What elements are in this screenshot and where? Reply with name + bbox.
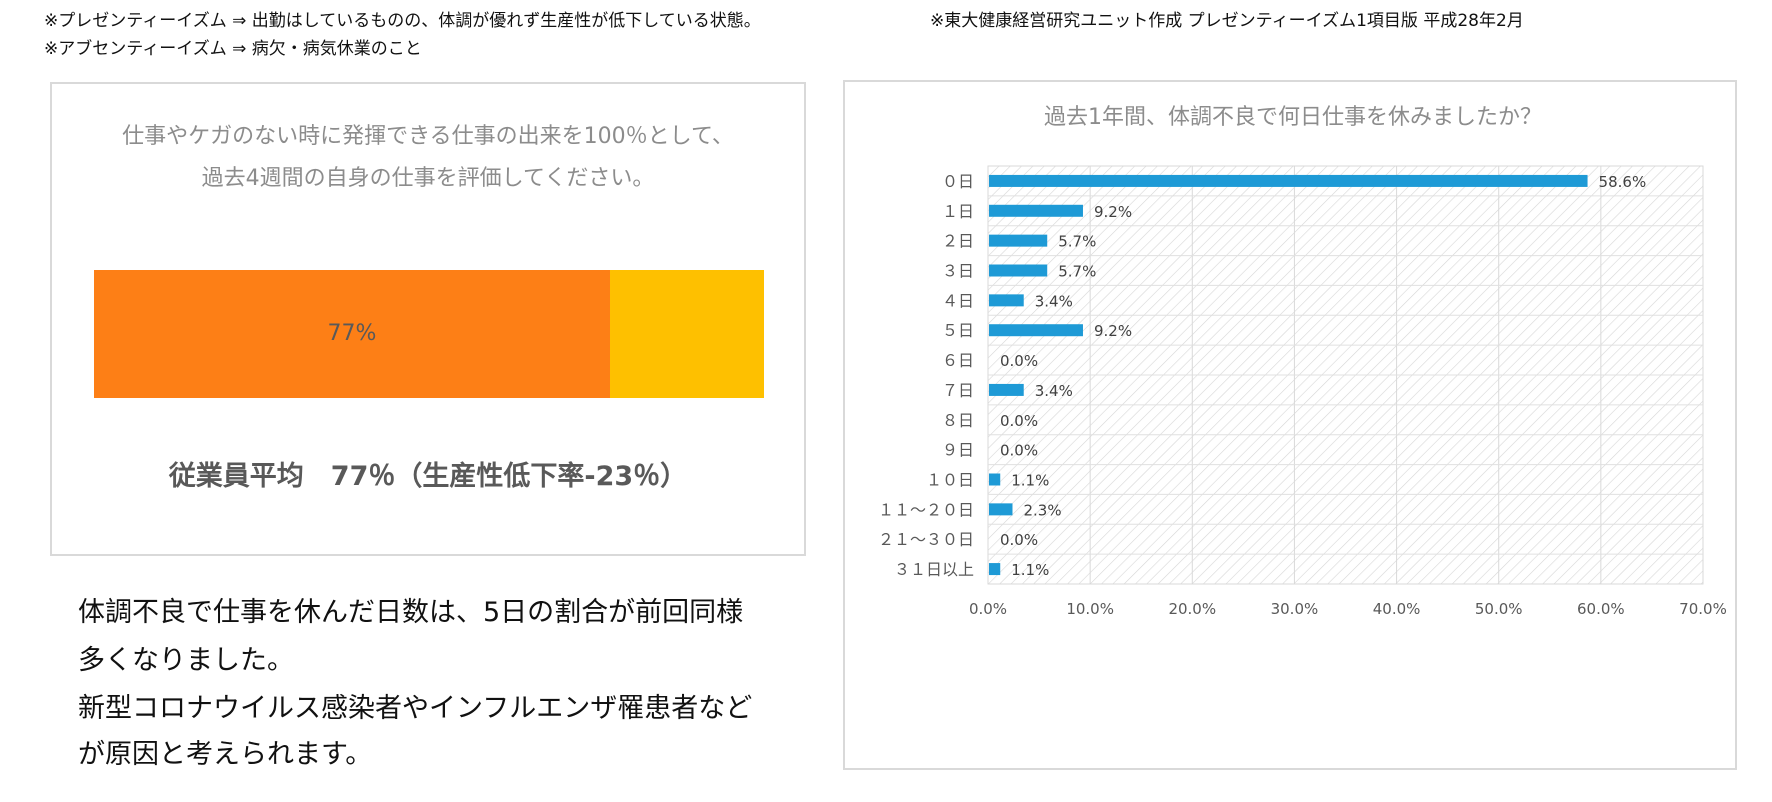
productivity-stacked-bar: 77% bbox=[94, 270, 764, 398]
bar-segment-actual bbox=[94, 270, 610, 398]
absence-days-panel: 過去1年間、体調不良で何日仕事を休みましたか？ ０日 １日 ２日 ３日 ４日 ５日 ６日 ７日… bbox=[843, 80, 1737, 770]
bar bbox=[989, 264, 1048, 277]
y-tick-label: ２日 bbox=[942, 232, 974, 251]
x-tick-label: 70.0% bbox=[1679, 600, 1727, 618]
y-tick-label: ５日 bbox=[942, 321, 974, 340]
data-label: 3.4% bbox=[1035, 292, 1073, 310]
y-tick-label: ７日 bbox=[942, 381, 974, 400]
absence-days-chart: 過去1年間、体調不良で何日仕事を休みましたか？ ０日 １日 ２日 ３日 ４日 ５日 ６日 ７日… bbox=[878, 105, 1727, 618]
x-tick-label: 60.0% bbox=[1577, 600, 1625, 618]
data-label: 0.0% bbox=[1000, 352, 1038, 370]
bar bbox=[989, 383, 1024, 396]
y-tick-label: ６日 bbox=[942, 351, 974, 370]
source-note: ※東大健康経営研究ユニット作成 プレゼンティーイズム1項目版 平成28年2月 bbox=[930, 11, 1524, 31]
y-tick-label: ２１～３０日 bbox=[878, 530, 974, 549]
x-tick-label: 10.0% bbox=[1066, 600, 1114, 618]
bar-segment-loss bbox=[609, 270, 764, 398]
x-tick-label: 50.0% bbox=[1475, 600, 1523, 618]
data-label: 1.1% bbox=[1011, 561, 1049, 579]
data-label: 0.0% bbox=[1000, 531, 1038, 549]
productivity-panel: 仕事やケガのない時に発揮できる仕事の出来を100％として、 過去4週間の自身の仕… bbox=[50, 82, 806, 556]
chart-title: 過去1年間、体調不良で何日仕事を休みましたか？ bbox=[1044, 105, 1542, 130]
question-line-1: 仕事やケガのない時に発揮できる仕事の出来を100％として、 bbox=[122, 124, 734, 149]
y-tick-label: ９日 bbox=[942, 441, 974, 460]
data-label: 1.1% bbox=[1011, 472, 1049, 490]
bar bbox=[989, 503, 1013, 516]
data-label: 0.0% bbox=[1000, 442, 1038, 460]
absenteeism-note: ※アブセンティーイズム ⇒ 病欠・病気休業のこと bbox=[44, 39, 422, 59]
y-tick-label: ０日 bbox=[942, 172, 974, 191]
x-tick-label: 0.0% bbox=[969, 600, 1007, 618]
bar bbox=[989, 473, 1001, 486]
data-label: 2.3% bbox=[1023, 501, 1061, 519]
bar bbox=[989, 324, 1083, 337]
x-tick-label: 40.0% bbox=[1373, 600, 1421, 618]
bar-value-label: 77% bbox=[327, 321, 377, 346]
data-label: 58.6% bbox=[1599, 173, 1647, 191]
bar bbox=[989, 204, 1083, 217]
employee-average-text: 従業員平均 77％（生産性低下率-23％） bbox=[168, 461, 688, 492]
y-tick-label: １１～２０日 bbox=[878, 500, 974, 519]
y-tick-label: １０日 bbox=[926, 471, 974, 490]
bar bbox=[989, 294, 1024, 307]
comment-line-4: が原因と考えられます。 bbox=[78, 739, 373, 770]
data-label: 3.4% bbox=[1035, 382, 1073, 400]
data-label: 5.7% bbox=[1058, 233, 1096, 251]
data-label: 9.2% bbox=[1094, 322, 1132, 340]
y-tick-label: ３１日以上 bbox=[894, 560, 974, 579]
y-tick-label: ８日 bbox=[942, 411, 974, 430]
bar bbox=[989, 563, 1001, 576]
data-label: 9.2% bbox=[1094, 203, 1132, 221]
x-tick-label: 20.0% bbox=[1168, 600, 1216, 618]
x-tick-label: 30.0% bbox=[1271, 600, 1319, 618]
data-label: 0.0% bbox=[1000, 412, 1038, 430]
comment-line-2: 多くなりました。 bbox=[78, 645, 294, 676]
data-label: 5.7% bbox=[1058, 263, 1096, 281]
bar bbox=[989, 174, 1588, 187]
y-tick-label: １日 bbox=[942, 202, 974, 221]
presenteeism-note: ※プレゼンティーイズム ⇒ 出勤はしているものの、体調が優れず生産性が低下してい… bbox=[44, 11, 761, 31]
comment-line-3: 新型コロナウイルス感染者やインフルエンザ罹患者など bbox=[78, 693, 753, 724]
bar bbox=[989, 234, 1048, 247]
question-line-2: 過去4週間の自身の仕事を評価してください。 bbox=[201, 166, 655, 191]
y-tick-label: ３日 bbox=[942, 262, 974, 281]
comment-line-1: 体調不良で仕事を休んだ日数は、5日の割合が前回同様 bbox=[78, 597, 744, 628]
y-tick-label: ４日 bbox=[942, 291, 974, 310]
